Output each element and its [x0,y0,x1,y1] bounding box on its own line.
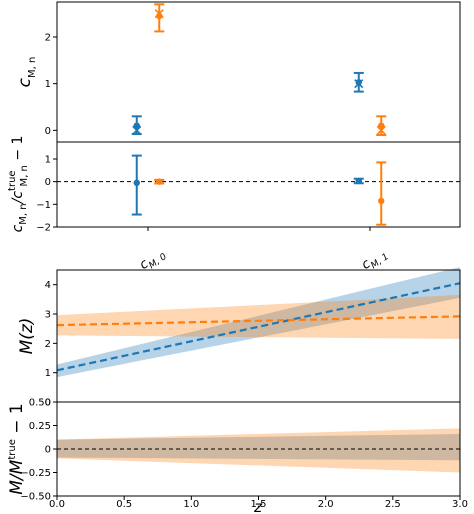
coefficients-ytick-label: 2 [45,33,51,44]
coefficient-residuals-panel: −2 −1 0 1 cM, 0 cM, 1 cM, n/ctrueM, n − 1 [7,136,461,275]
mz-ylabel: M(z) [17,318,37,355]
m-residual-band [57,428,460,473]
m-residuals-ytick-label: 0 [45,445,51,456]
mz-ytick-label: 3 [45,310,51,321]
mz-ytick-label: 4 [45,280,51,291]
coefficients-ytick-label: 0 [45,126,51,137]
mz-ytick-label: 2 [45,339,51,350]
m-residuals-ytick-label: −0.50 [20,492,51,503]
coefficients-frame [56,1,461,143]
residuals-point [355,177,362,185]
m-residuals-ytick-label: −0.25 [20,468,51,479]
m-residuals-frame [56,401,461,497]
coefficients-truth-marker [376,125,386,135]
residuals-point [133,179,140,186]
coefficients-point [378,122,385,129]
coefficients-truth-marker [354,79,364,89]
residuals-ytick-label: 0 [45,177,51,188]
coefficients-truth-marker [154,9,164,19]
coefficient-residuals-ylabel: cM, n/ctrueM, n − 1 [7,136,30,233]
residuals-ytick-label: −2 [36,223,51,234]
coefficients-point [133,122,140,129]
z-tick-label: 1.0 [183,499,199,510]
mz-ytick-label: 0 [45,398,51,409]
coefficients-panel: 0 1 2 cM, n [15,1,461,143]
z-axis-label: z [253,498,263,514]
m-residuals-ytick-label: 0.25 [29,421,51,432]
residuals-point [378,197,385,205]
coefficients-ylabel: cM, n [15,57,38,88]
category-tick-label: cM, 0 [137,245,169,275]
coefficients-point [355,79,362,86]
z-tick-label: 2.0 [318,499,334,510]
coefficients-ytick-label: 1 [45,79,51,90]
residuals-ytick-label: 1 [45,155,51,166]
m-residuals-ytick-label: 0.50 [29,398,51,409]
coefficient-residuals-frame [56,141,461,228]
m-residual-band [57,433,460,461]
category-tick-label: cM, 1 [359,245,391,275]
z-tick-label: 3.0 [452,499,468,510]
z-tick-label: 2.5 [385,499,401,510]
residuals-ytick-label: −1 [36,200,51,211]
mz-median-line [56,282,461,372]
mz-panel: 0 1 2 3 4 M(z) [17,267,461,409]
coefficients-truth-marker [132,125,142,135]
mz-median-line [56,315,461,327]
z-tick-label: 0.5 [116,499,132,510]
m-residuals-panel: −0.50 −0.25 0 0.25 0.50 0.0 0.5 1.0 1.5 2.0 2.5 3.… [7,398,468,514]
z-tick-label: 1.5 [251,499,267,510]
mz-ytick-label: 1 [45,368,51,379]
m-residuals-ylabel: M/Mtrue − 1 [7,403,27,494]
z-tick-label: 0.0 [49,499,65,510]
residuals-point [156,178,163,185]
